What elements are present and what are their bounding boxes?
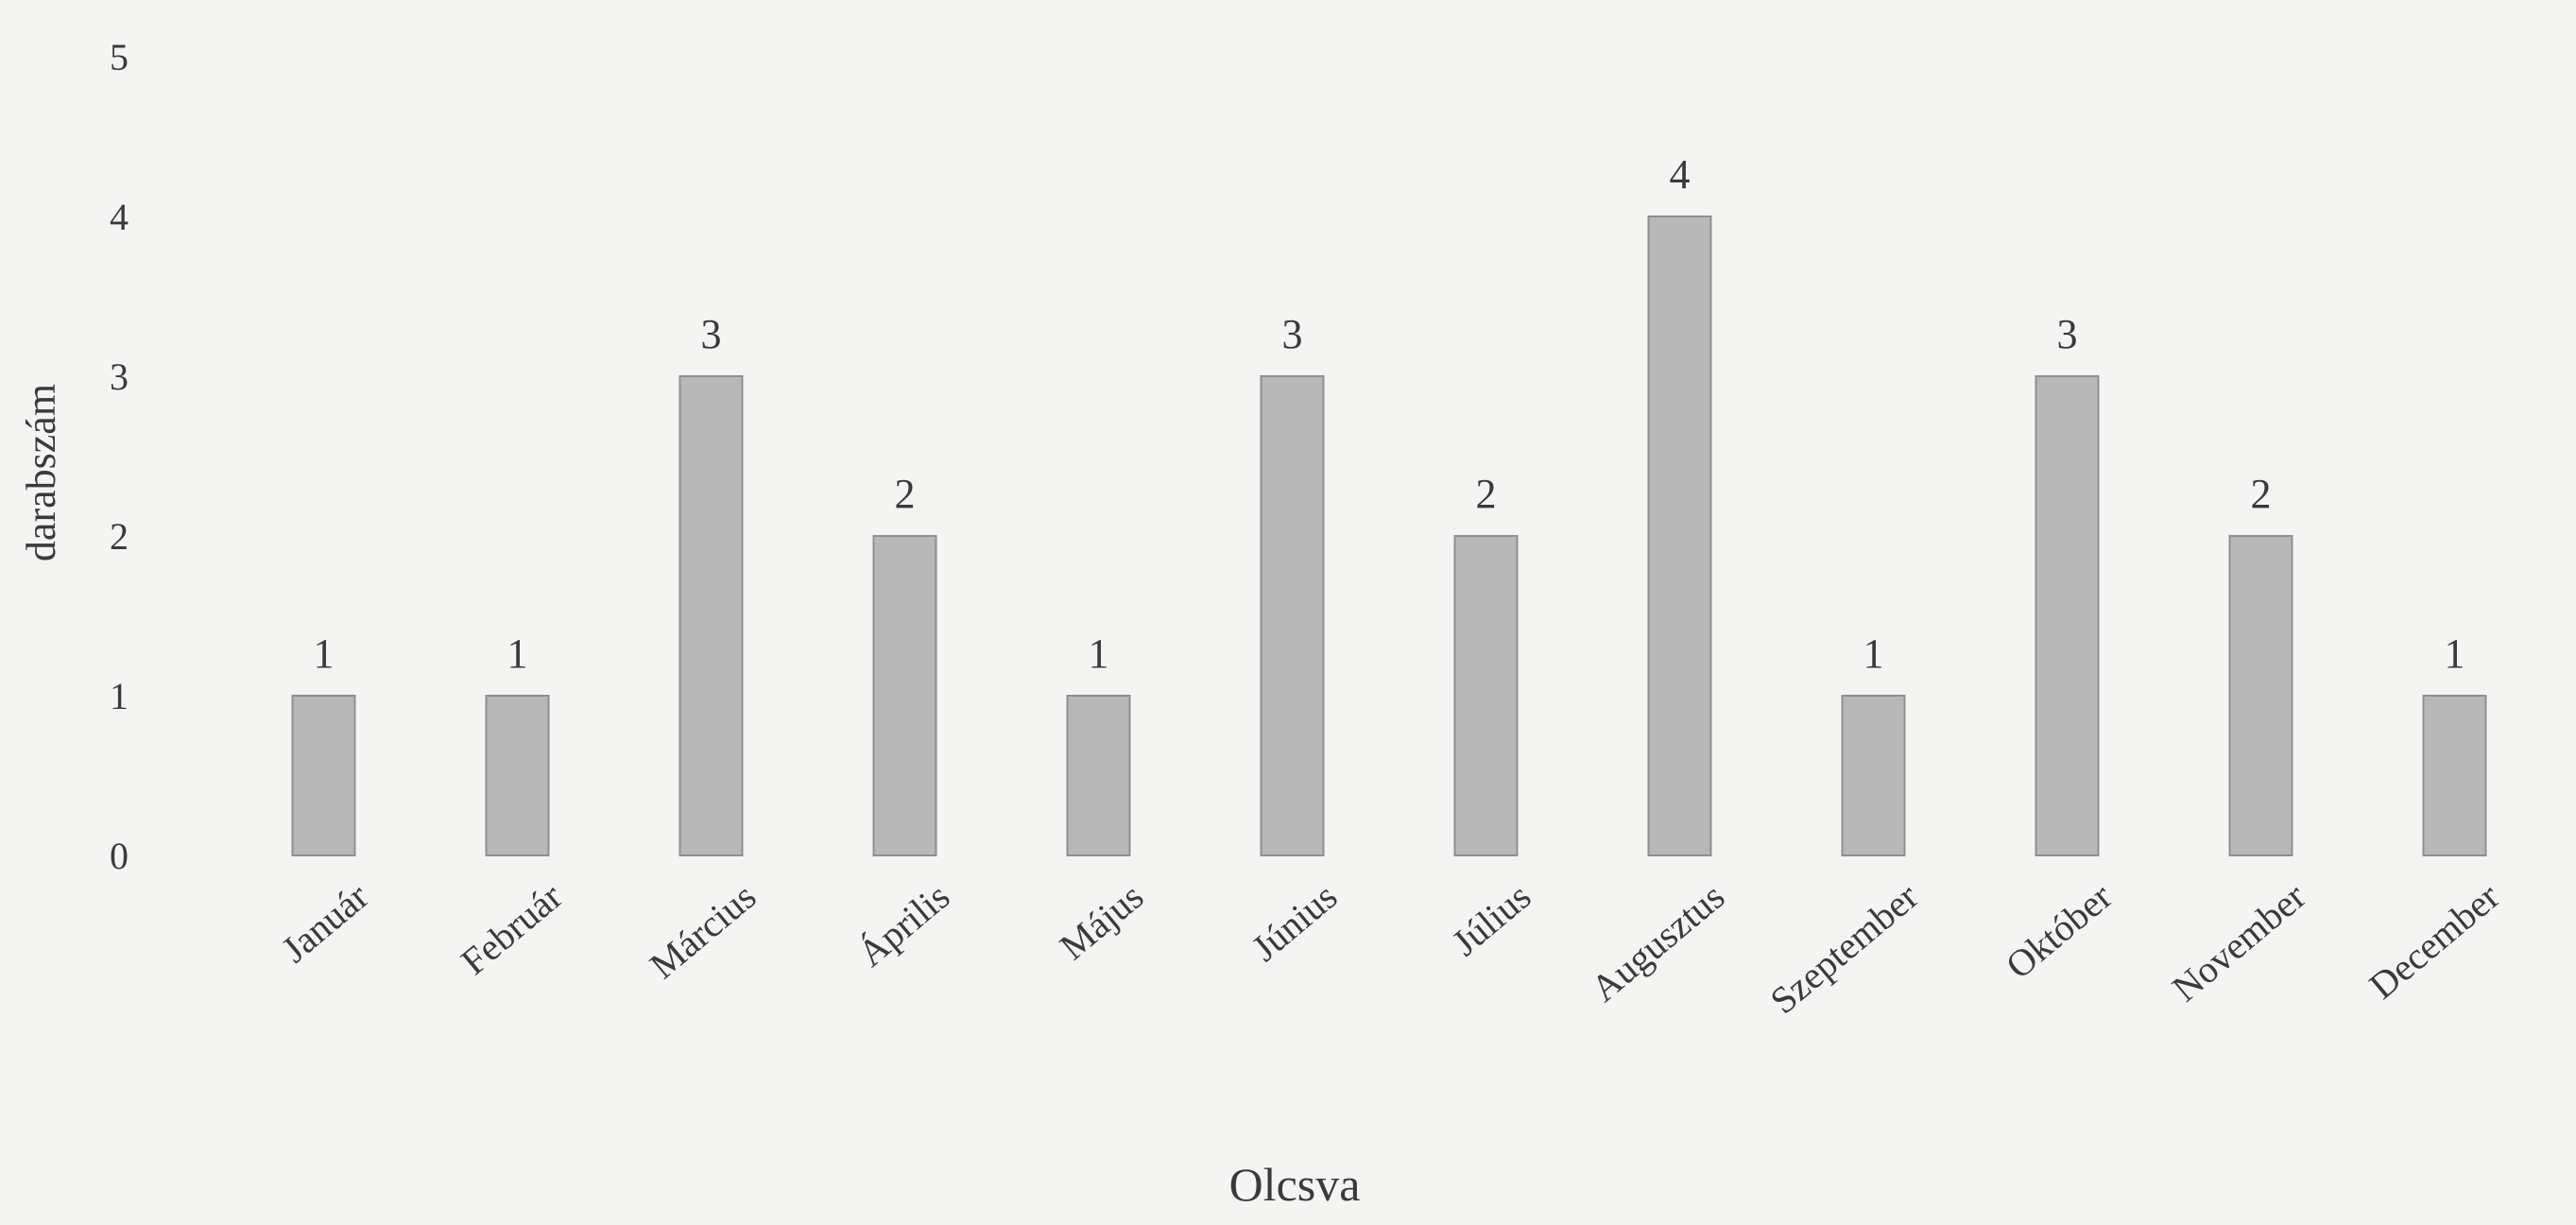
bar xyxy=(1647,216,1712,856)
bar xyxy=(872,535,937,856)
data-label: 3 xyxy=(1282,311,1303,357)
x-axis-ticks: Január Február Március Április Május Június Jú… xyxy=(273,874,2507,1022)
bar xyxy=(2422,695,2487,856)
x-tick-label: Február xyxy=(453,874,570,982)
data-label: 2 xyxy=(2251,471,2272,517)
data-label: 1 xyxy=(507,630,528,677)
y-axis-title: darabszám xyxy=(18,384,64,561)
bar xyxy=(1453,535,1519,856)
bar xyxy=(485,695,550,856)
x-tick-label: Január xyxy=(273,874,376,971)
data-label: 4 xyxy=(1670,151,1691,198)
bar xyxy=(678,375,744,856)
bar xyxy=(2228,535,2293,856)
x-tick-label: November xyxy=(2164,874,2313,1009)
data-label: 2 xyxy=(895,471,916,517)
data-label: 3 xyxy=(701,311,722,357)
bar xyxy=(1066,695,1131,856)
x-tick-label: Április xyxy=(850,874,957,975)
bar xyxy=(1841,695,1906,856)
data-label: 1 xyxy=(2445,630,2465,677)
x-tick-label: Március xyxy=(642,874,764,987)
x-tick-label: Június xyxy=(1244,874,1345,969)
x-tick-label: Szeptember xyxy=(1762,874,1927,1022)
y-tick-label: 4 xyxy=(110,196,129,238)
y-tick-label: 0 xyxy=(110,835,129,877)
y-tick-label: 3 xyxy=(110,355,129,398)
x-tick-label: Július xyxy=(1444,874,1538,963)
bar xyxy=(291,695,356,856)
x-tick-label: Augusztus xyxy=(1583,874,1732,1009)
y-tick-label: 5 xyxy=(110,36,129,78)
data-label: 3 xyxy=(2057,311,2078,357)
x-tick-label: December xyxy=(2361,874,2507,1007)
x-tick-label: Május xyxy=(1052,874,1152,968)
data-label: 1 xyxy=(1089,630,1109,677)
data-label: 1 xyxy=(314,630,335,677)
data-labels: 1 1 3 2 1 3 2 4 1 3 2 1 xyxy=(314,151,2465,677)
y-tick-label: 2 xyxy=(110,515,129,558)
data-label: 1 xyxy=(1863,630,1884,677)
bars xyxy=(291,216,2487,856)
bar xyxy=(2035,375,2100,856)
x-axis-title: Olcsva xyxy=(1229,1158,1361,1211)
y-axis-ticks: 0 1 2 3 4 5 xyxy=(110,36,129,877)
y-tick-label: 1 xyxy=(110,675,129,717)
x-tick-label: Október xyxy=(1998,874,2120,987)
bar xyxy=(1260,375,1325,856)
data-label: 2 xyxy=(1476,471,1497,517)
